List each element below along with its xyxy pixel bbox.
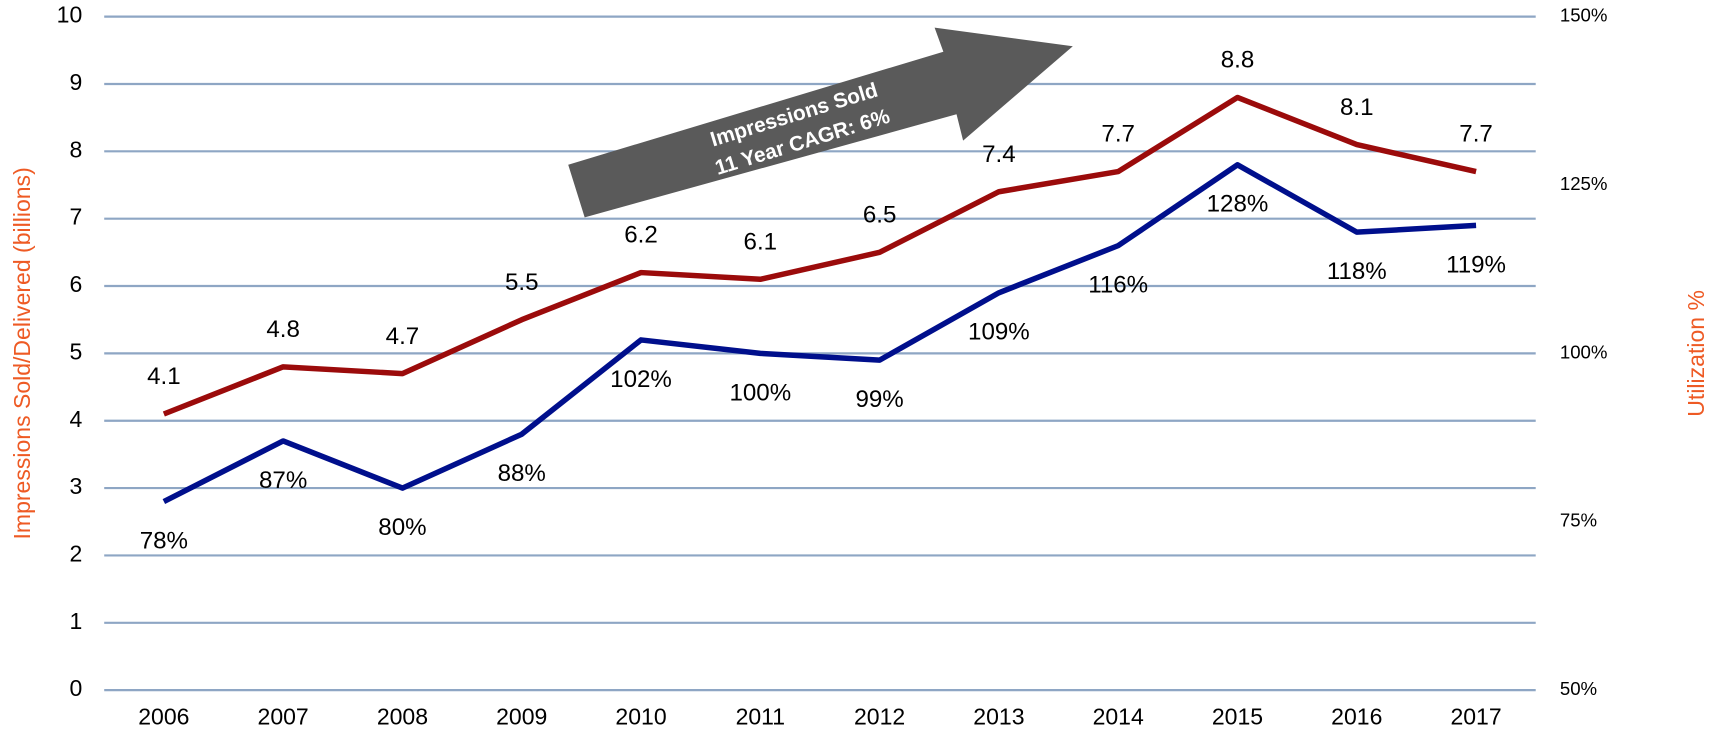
y-tick-label: 6 — [69, 271, 82, 297]
data-label: 102% — [610, 366, 672, 393]
y-tick-label: 5 — [69, 338, 82, 364]
y2-tick-label: 75% — [1560, 510, 1597, 531]
y2-tick-label: 50% — [1560, 678, 1597, 699]
line-series — [162, 94, 1477, 417]
data-label: 7.4 — [982, 141, 1016, 168]
line-series — [162, 162, 1477, 505]
data-label: 78% — [140, 528, 188, 555]
arrow-shape — [568, 27, 1073, 218]
y-tick-label: 8 — [69, 136, 82, 162]
data-label: 4.1 — [147, 363, 181, 390]
annotation-arrow: Impressions Sold 11 Year CAGR: 6% — [568, 27, 1073, 218]
data-label: 7.7 — [1459, 121, 1493, 148]
y2-axis-label: Utilization % — [1683, 290, 1709, 417]
y-tick-label: 2 — [69, 541, 82, 567]
y-tick-label: 1 — [69, 608, 82, 634]
y-tick-label: 10 — [57, 2, 83, 28]
data-label: 4.7 — [386, 323, 420, 350]
data-label: 7.7 — [1101, 121, 1135, 148]
y-axis-label: Impressions Sold/Delivered (billions) — [9, 167, 35, 539]
data-label: 4.8 — [266, 316, 300, 343]
x-tick-label: 2007 — [258, 704, 309, 730]
data-label: 119% — [1446, 251, 1506, 278]
data-label: 6.2 — [624, 222, 658, 249]
y-tick-label: 7 — [69, 204, 82, 230]
y2-tick-label: 150% — [1560, 5, 1608, 26]
y-tick-label: 9 — [69, 69, 82, 95]
data-label: 99% — [855, 386, 903, 413]
x-tick-label: 2012 — [854, 704, 905, 730]
data-label: 100% — [729, 379, 791, 406]
data-label: 6.1 — [744, 228, 778, 255]
y2-tick-label: 100% — [1560, 341, 1608, 362]
data-label: 87% — [259, 467, 307, 494]
x-tick-label: 2011 — [736, 704, 786, 730]
y-tick-label: 0 — [69, 675, 82, 701]
data-label: 6.5 — [863, 202, 897, 229]
data-label: 8.8 — [1221, 47, 1255, 74]
x-tick-label: 2006 — [138, 704, 189, 730]
data-label: 128% — [1207, 191, 1269, 218]
x-tick-label: 2013 — [973, 704, 1024, 730]
x-tick-label: 2010 — [615, 704, 666, 730]
data-label: 8.1 — [1340, 94, 1374, 121]
data-label: 118% — [1327, 258, 1387, 285]
x-tick-label: 2016 — [1331, 704, 1382, 730]
x-tick-label: 2014 — [1093, 704, 1144, 730]
x-tick-label: 2015 — [1212, 704, 1263, 730]
x-tick-label: 2009 — [496, 704, 547, 730]
y2-tick-label: 125% — [1560, 173, 1608, 194]
x-tick-label: 2017 — [1450, 704, 1501, 730]
data-label: 80% — [378, 514, 426, 541]
x-tick-label: 2008 — [377, 704, 428, 730]
y-tick-label: 3 — [69, 473, 82, 499]
data-label: 116% — [1088, 272, 1148, 299]
data-label: 109% — [968, 319, 1030, 346]
data-label: 5.5 — [505, 269, 539, 296]
y-tick-label: 4 — [69, 406, 82, 432]
data-label: 88% — [498, 460, 546, 487]
